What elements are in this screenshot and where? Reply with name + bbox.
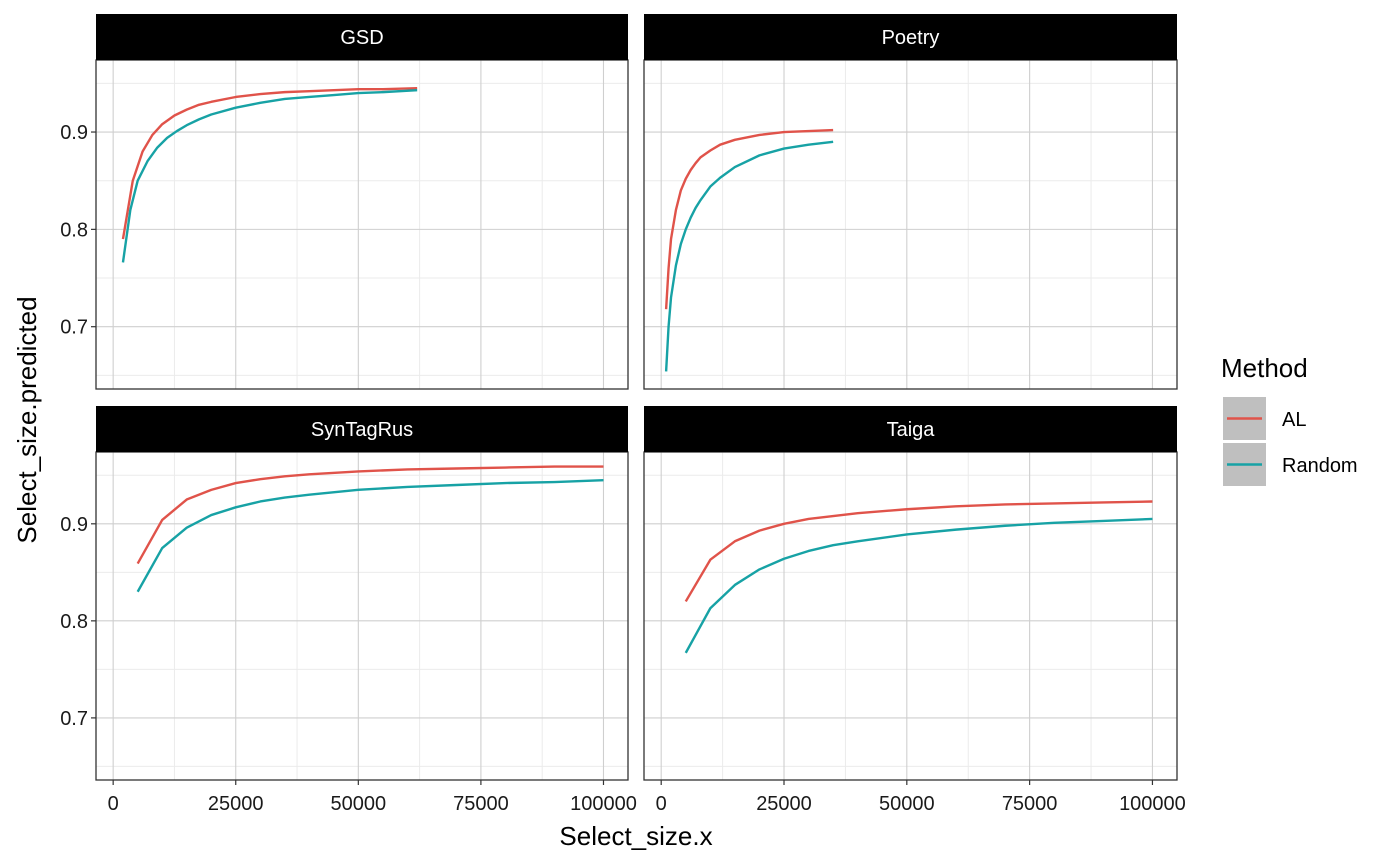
series-line-al — [136, 465, 604, 565]
x-tick-label: 50000 — [879, 793, 935, 815]
x-tick-label: 75000 — [1002, 793, 1058, 815]
panel-background — [644, 60, 1177, 389]
facet-strip-label: Poetry — [882, 27, 940, 49]
series-line-al — [121, 87, 418, 240]
x-axis-title: Select_size.x — [559, 821, 712, 851]
y-tick-label: 0.7 — [60, 317, 88, 339]
facet-strip — [96, 406, 628, 452]
x-tick-label: 75000 — [453, 793, 509, 815]
legend-label: Random — [1282, 455, 1358, 477]
facet-panel-syntagrus: SynTagRus 0.7 0.8 0.9 0 25000 50000 75000 100000 — [60, 406, 637, 815]
y-axis-title: Select_size.predicted — [12, 296, 42, 543]
facet-panel-taiga: Taiga 0 25000 50000 75000 100000 — [643, 406, 1186, 815]
x-tick-label: 50000 — [331, 793, 387, 815]
facet-strip-label: GSD — [340, 27, 383, 49]
y-tick-label: 0.8 — [60, 219, 88, 241]
x-tick-label: 100000 — [570, 793, 637, 815]
y-tick-label: 0.8 — [60, 611, 88, 633]
panel-background — [96, 452, 628, 780]
series-line-al — [664, 128, 834, 310]
legend: Method AL Random — [1221, 353, 1358, 486]
y-tick-label: 0.7 — [60, 708, 88, 730]
facet-strip-label: SynTagRus — [311, 419, 413, 441]
facet-panel-poetry: Poetry — [643, 14, 1178, 390]
panel-background — [96, 60, 628, 389]
y-tick-label: 0.9 — [60, 122, 88, 144]
series-line-al — [684, 500, 1153, 603]
series-line-random — [136, 478, 604, 593]
legend-label: AL — [1282, 409, 1306, 431]
y-tick-label: 0.9 — [60, 514, 88, 536]
facet-strip — [96, 14, 628, 60]
x-tick-label: 25000 — [208, 793, 264, 815]
x-tick-label: 0 — [656, 793, 667, 815]
series-line-random — [684, 517, 1153, 654]
x-tick-label: 0 — [108, 793, 119, 815]
series-line-random — [121, 88, 418, 263]
x-tick-label: 25000 — [756, 793, 812, 815]
legend-title: Method — [1221, 353, 1308, 383]
facet-strip-label: Taiga — [887, 419, 936, 441]
x-tick-label: 100000 — [1119, 793, 1186, 815]
panel-background — [644, 452, 1177, 780]
facet-strip — [644, 406, 1177, 452]
facet-panel-gsd: GSD 0.7 0.8 0.9 — [60, 14, 629, 390]
facet-strip — [644, 14, 1177, 60]
series-line-random — [664, 140, 834, 372]
